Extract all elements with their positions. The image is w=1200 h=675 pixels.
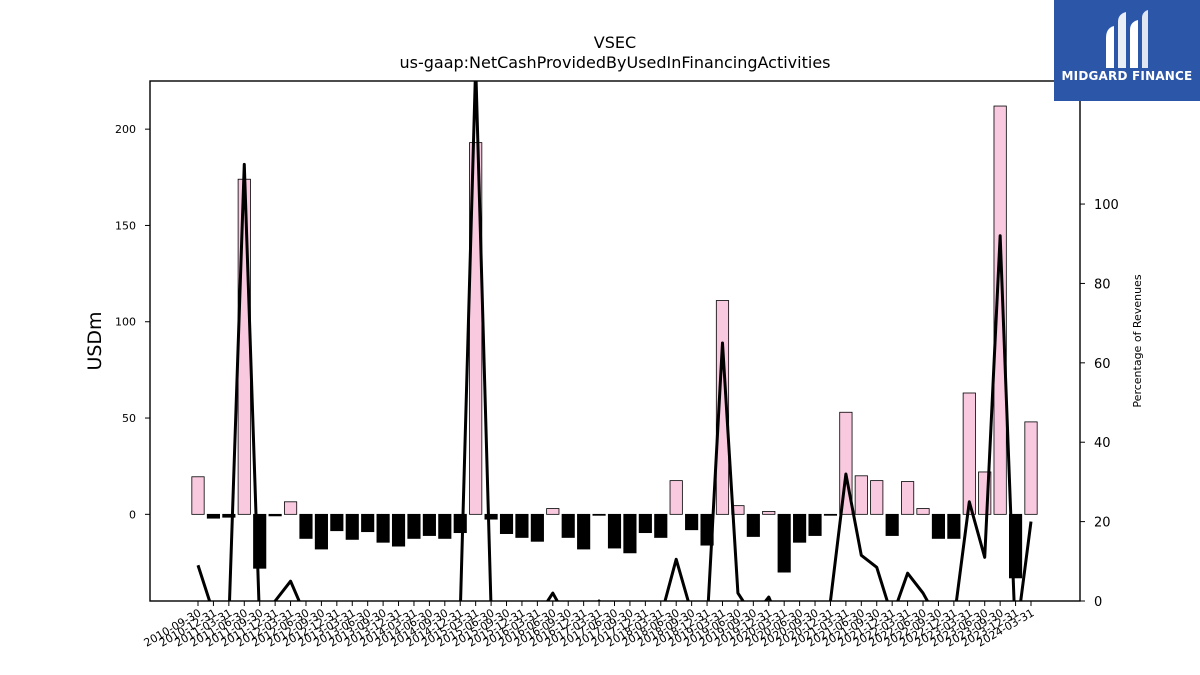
bars-layer [191,105,1038,579]
bar-2022-03-31 [901,481,915,515]
bar-2024-03-31 [1024,421,1038,515]
bar-2019-12-31 [762,511,776,515]
chart-subtitle: us-gaap:NetCashProvidedByUsedInFinancing… [399,53,830,72]
bar-2015-12-31 [515,513,529,538]
y2-tick-label: 20 [1094,516,1111,531]
bar-2020-12-31 [823,513,838,516]
y2-axis-label: Percentage of Revenues [1131,274,1144,407]
y-tick-label: 200 [115,123,136,136]
bar-2015-06-30 [484,513,498,520]
bar-2013-12-31 [391,513,406,547]
bar-2012-12-31 [330,513,344,532]
bar-2019-03-31 [715,300,730,515]
bar-2010-12-31 [206,513,220,519]
bar-2018-09-30 [685,513,699,531]
bar-2016-09-30 [561,513,575,538]
bar-2013-09-30 [376,513,390,543]
bar-2013-06-30 [361,513,375,533]
y-tick-label: 0 [129,508,136,521]
bar-2013-03-31 [345,513,359,540]
bar-2017-09-30 [623,513,637,554]
bar-2020-03-31 [777,513,791,573]
brand-logo: MIDGARD FINANCE [1054,0,1200,101]
bar-2021-12-31 [885,513,899,536]
bar-2022-06-30 [916,508,930,515]
y2-tick-label: 80 [1094,277,1111,292]
bar-2020-06-30 [793,513,807,543]
bar-2011-03-31 [222,513,236,518]
bar-2014-12-31 [453,513,467,534]
y-tick-label: 150 [115,219,136,232]
bar-2012-06-30 [299,513,313,539]
bar-2017-06-30 [607,513,622,549]
bar-2011-12-31 [268,513,282,517]
bar-2022-09-30 [931,513,946,539]
line-layer [196,81,1033,601]
bar-2017-12-31 [638,513,652,534]
brand-name: MIDGARD FINANCE [1061,69,1193,83]
bar-2018-03-31 [654,513,668,538]
bar-2022-12-31 [947,513,961,539]
bar-2023-03-31 [962,392,976,515]
bar-2014-06-30 [422,513,436,536]
chart-title: VSEC [594,33,636,52]
bar-2019-09-30 [746,513,760,537]
bar-2016-12-31 [577,513,591,550]
bar-2014-09-30 [438,513,452,539]
axes-layer: 0501001502000204060801002010-09-302010-1… [115,123,1119,649]
bar-2021-09-30 [870,480,884,515]
y2-tick-label: 0 [1094,595,1102,610]
logo-mark-icon [1106,10,1148,68]
y2-tick-label: 60 [1094,357,1111,372]
bar-2020-09-30 [808,513,822,536]
y2-tick-label: 100 [1094,198,1119,213]
bar-2018-06-30 [669,480,683,515]
bar-2012-03-31 [283,501,298,515]
y-axis-label: USDm [84,311,106,370]
bar-2017-03-31 [592,513,606,516]
bar-2021-06-30 [854,475,868,515]
bar-2016-03-31 [530,513,544,542]
bar-2016-06-30 [546,508,560,515]
bar-2012-09-30 [314,513,328,550]
bar-2011-06-30 [237,178,251,515]
y-tick-label: 100 [115,316,136,329]
bar-2023-09-30 [993,105,1007,515]
bar-2015-09-30 [499,513,514,534]
plot-frame [149,80,1081,602]
bar-2014-03-31 [407,513,421,539]
series-line [196,81,1033,601]
bar-2010-09-30 [191,476,205,515]
y-tick-label: 50 [122,412,136,425]
y2-tick-label: 40 [1094,436,1111,451]
